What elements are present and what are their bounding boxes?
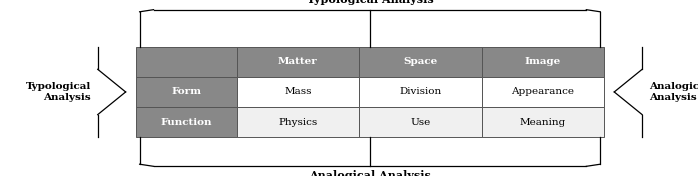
Bar [237,77,359,107]
Text: Space: Space [403,57,438,66]
Bar [482,77,604,107]
Text: Form: Form [172,87,202,96]
Bar [136,47,237,77]
Text: Function: Function [161,118,212,127]
Bar [136,77,237,107]
Text: Typological Analysis: Typological Analysis [306,0,433,5]
Text: Use: Use [410,118,431,127]
Text: Meaning: Meaning [519,118,566,127]
Bar [482,47,604,77]
Bar [482,107,604,137]
Text: Typological
Analysis: Typological Analysis [26,81,91,102]
Text: Mass: Mass [284,87,312,96]
Bar [237,107,359,137]
Text: Image: Image [525,57,561,66]
Bar [237,47,359,77]
Bar [359,47,482,77]
Bar [359,107,482,137]
Text: Division: Division [399,87,442,96]
Text: Matter: Matter [278,57,318,66]
Text: Analogical
Analysis: Analogical Analysis [649,81,698,102]
Bar [359,77,482,107]
Text: Physics: Physics [279,118,318,127]
Bar [136,107,237,137]
Text: Analogical Analysis: Analogical Analysis [309,170,431,176]
Text: Appearance: Appearance [511,87,574,96]
